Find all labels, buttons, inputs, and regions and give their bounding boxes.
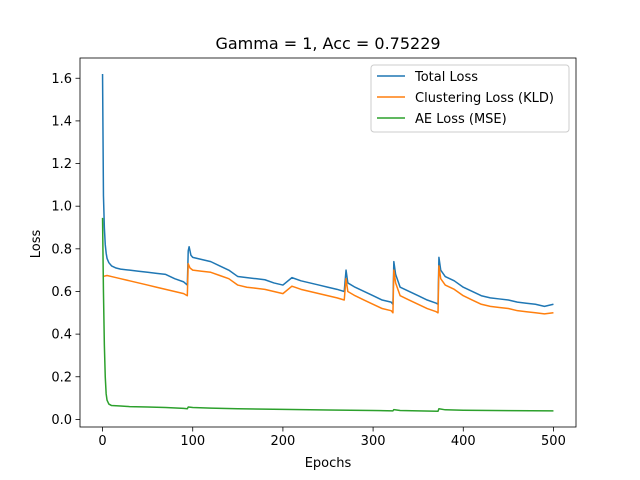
series-line-1 [102,263,554,315]
x-axis-label: Epochs [305,456,352,471]
y-tick-label: 0.6 [51,285,72,300]
y-tick-label: 0.4 [51,328,72,343]
legend-label: Total Loss [414,70,478,85]
y-tick-label: 0.2 [51,370,72,385]
legend-label: AE Loss (MSE) [415,112,507,127]
legend-box [370,64,570,133]
y-axis-label: Loss [29,230,44,259]
y-tick-label: 1.2 [51,157,72,172]
y-tick-label: 0.0 [51,413,72,428]
axes-frame [79,57,577,428]
x-tick-label: 200 [270,434,295,449]
legend: Total Loss Clustering Loss (KLD) AE Loss (… [370,64,570,133]
x-tick-label: 100 [180,434,205,449]
y-tick-label: 1.4 [51,114,72,129]
y-tick-label: 1.0 [51,200,72,215]
x-tick-label: 0 [98,434,106,449]
series-line-0 [101,73,554,308]
y-tick-label: 1.6 [51,72,72,87]
series-line-2 [101,217,554,413]
x-tick-label: 400 [451,434,476,449]
x-tick-label: 500 [541,434,566,449]
x-tick-label: 300 [361,434,386,449]
plot-area: 0 100 200 300 400 500 0.0 0.2 0.4 0.6 0.8 1.0 1.2 1.4… [51,57,577,449]
y-tick-label: 0.8 [51,242,72,257]
chart-title: Gamma = 1, Acc = 0.75229 [215,34,440,53]
legend-label: Clustering Loss (KLD) [415,91,554,106]
